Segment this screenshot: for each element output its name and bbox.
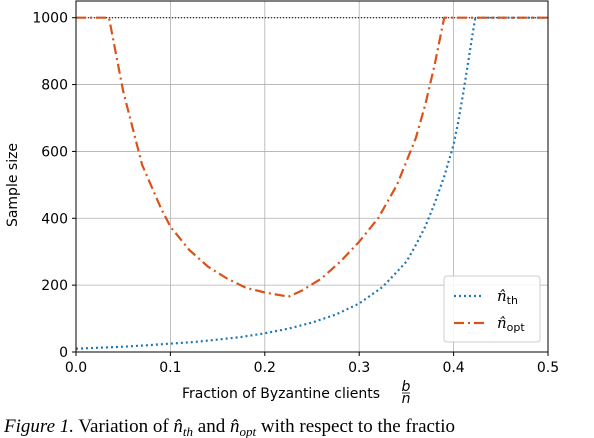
legend-box xyxy=(443,275,541,343)
x-tick-label-2: 0.2 xyxy=(254,360,276,376)
x-tick-label-0: 0.0 xyxy=(65,360,87,376)
series-line-th xyxy=(75,16,548,350)
legend-label-nopt: n̂opt xyxy=(497,314,525,334)
tick-marks xyxy=(72,17,549,356)
x-tick-label-5: 0.5 xyxy=(537,360,559,376)
axes-frame xyxy=(75,0,549,353)
y-tick-label-0: 0 xyxy=(59,345,68,361)
y-tick-label-4: 800 xyxy=(41,78,68,94)
y-tick-label-5: 1000 xyxy=(32,11,68,27)
x-tick-label-1: 0.1 xyxy=(159,360,181,376)
x-axis-label-fraction-den: n xyxy=(402,391,411,407)
x-tick-label-3: 0.3 xyxy=(348,360,370,376)
legend-label-nth: n̂th xyxy=(497,287,518,307)
y-axis-label: Sample size xyxy=(5,143,21,227)
x-axis-label-fraction-num: b xyxy=(402,379,411,395)
x-tick-label-4: 0.4 xyxy=(442,360,464,376)
y-tick-label-2: 400 xyxy=(41,211,68,227)
caption-figure-label: Figure 1. xyxy=(3,416,74,437)
x-axis-label: Fraction of Byzantine clients xyxy=(182,386,380,402)
series-layer xyxy=(75,16,548,350)
legend: n̂th n̂opt xyxy=(443,275,541,343)
figure-caption: Figure 1. Variation of n̂th and n̂opt wi… xyxy=(3,416,455,438)
y-tick-label-1: 200 xyxy=(41,278,68,294)
x-axis-label-fraction: b n xyxy=(402,379,411,407)
y-tick-label-3: 600 xyxy=(41,144,68,160)
tick-labels: 0.0 0.1 0.2 0.3 0.4 0.5 0 200 400 600 800 1000 xyxy=(32,11,559,376)
series-line-opt xyxy=(76,16,548,298)
